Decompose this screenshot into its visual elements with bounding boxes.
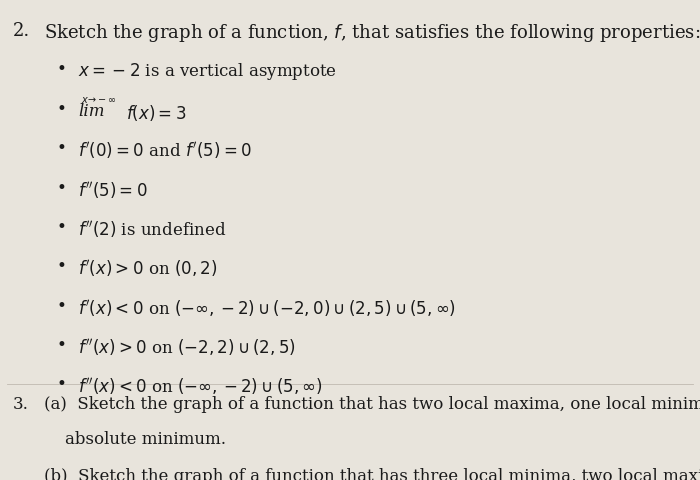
Text: 3.: 3.	[13, 396, 29, 413]
Text: $x\!\to\!-\infty$: $x\!\to\!-\infty$	[81, 95, 117, 105]
Text: absolute minimum.: absolute minimum.	[65, 431, 226, 447]
Text: •: •	[57, 140, 66, 157]
Text: •: •	[57, 180, 66, 196]
Text: •: •	[57, 376, 66, 393]
Text: •: •	[57, 337, 66, 354]
Text: $f'(x) > 0$ on $(0, 2)$: $f'(x) > 0$ on $(0, 2)$	[78, 258, 218, 279]
Text: $f(x) = 3$: $f(x) = 3$	[126, 103, 186, 123]
Text: 2.: 2.	[13, 22, 30, 40]
Text: lim: lim	[78, 103, 105, 120]
Text: •: •	[57, 298, 66, 314]
Text: •: •	[57, 258, 66, 275]
Text: (a)  Sketch the graph of a function that has two local maxima, one local minimum: (a) Sketch the graph of a function that …	[44, 396, 700, 413]
Text: •: •	[57, 101, 66, 118]
Text: $f''(2)$ is undefined: $f''(2)$ is undefined	[78, 219, 227, 240]
Text: Sketch the graph of a function, $f$, that satisfies the following properties:: Sketch the graph of a function, $f$, tha…	[44, 22, 700, 44]
Text: $f''(x) > 0$ on $(-2, 2) \cup (2, 5)$: $f''(x) > 0$ on $(-2, 2) \cup (2, 5)$	[78, 337, 296, 358]
Text: (b)  Sketch the graph of a function that has three local minima, two local maxim: (b) Sketch the graph of a function that …	[44, 468, 700, 480]
Text: $f''(5) = 0$: $f''(5) = 0$	[78, 180, 148, 201]
Text: $f'(0) = 0$ and $f'(5) = 0$: $f'(0) = 0$ and $f'(5) = 0$	[78, 140, 252, 161]
Text: $x = -2$ is a vertical asymptote: $x = -2$ is a vertical asymptote	[78, 61, 337, 83]
Text: $f'(x) < 0$ on $(-\infty, -2) \cup (-2, 0) \cup (2, 5) \cup (5, \infty)$: $f'(x) < 0$ on $(-\infty, -2) \cup (-2, …	[78, 298, 456, 319]
Text: •: •	[57, 61, 66, 78]
Text: •: •	[57, 219, 66, 236]
Text: $f''(x) < 0$ on $(-\infty, -2) \cup (5, \infty)$: $f''(x) < 0$ on $(-\infty, -2) \cup (5, …	[78, 376, 323, 397]
